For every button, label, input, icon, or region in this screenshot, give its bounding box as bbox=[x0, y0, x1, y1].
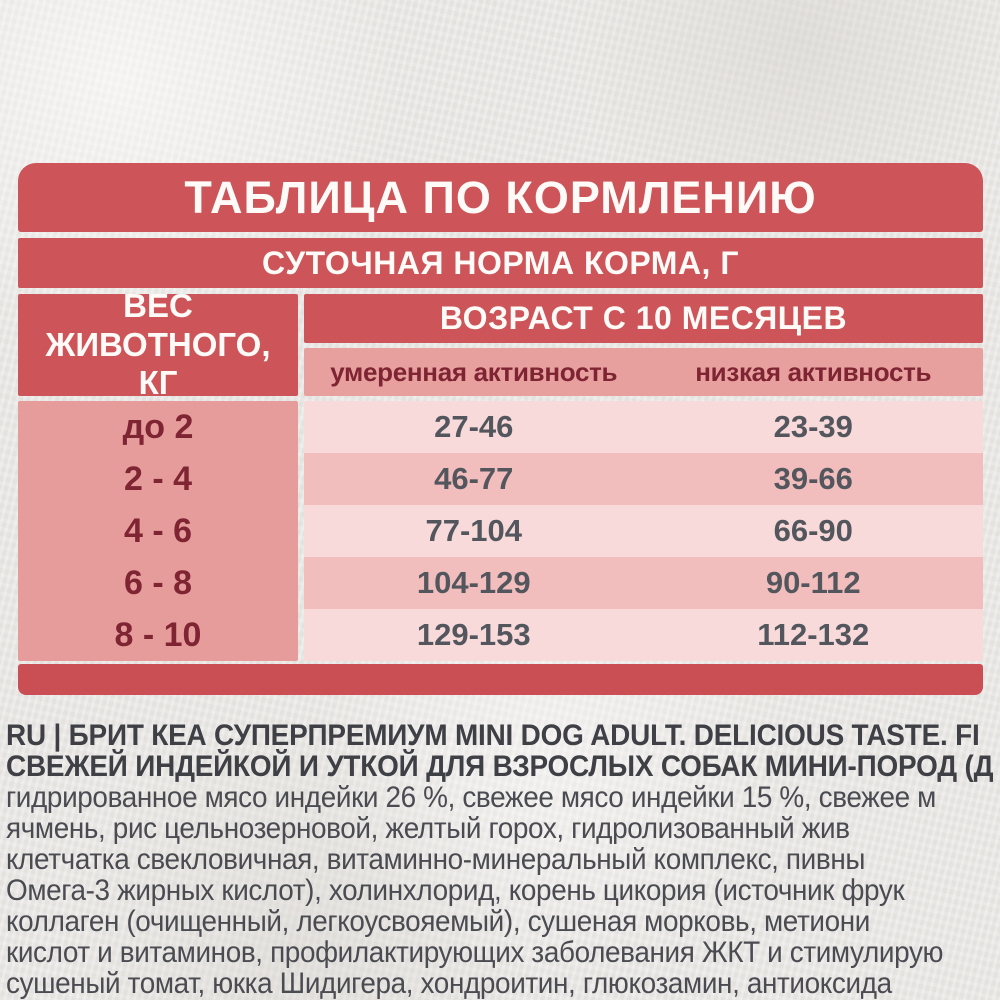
ingredients-line: коллаген (очищенный, легкоусвояемый), су… bbox=[6, 905, 870, 938]
table-row: 129-153 112-132 bbox=[304, 609, 983, 661]
table-body: до 2 2 - 4 4 - 6 6 - 8 8 - 10 27-46 23-3… bbox=[18, 401, 983, 661]
product-name-line: СВЕЖЕЙ ИНДЕЙКОЙ И УТКОЙ ДЛЯ ВЗРОСЛЫХ СОБ… bbox=[6, 750, 994, 783]
feeding-table: ТАБЛИЦА ПО КОРМЛЕНИЮ СУТОЧНАЯ НОРМА КОРМ… bbox=[18, 163, 983, 695]
low-activity-value: 112-132 bbox=[757, 617, 870, 652]
table-footer-bar bbox=[18, 664, 983, 695]
ingredients-text-block: RU | БРИТ КЕА СУПЕРПРЕМИУМ MINI DOG ADUL… bbox=[6, 720, 1000, 999]
ingredients-line: клетчатка свекловичная, витаминно-минера… bbox=[6, 843, 866, 876]
weight-column-header: ВЕС ЖИВОТНОГО, КГ bbox=[18, 287, 298, 401]
feeding-table-title: ТАБЛИЦА ПО КОРМЛЕНИЮ bbox=[18, 163, 983, 232]
moderate-activity-value: 27-46 bbox=[434, 409, 514, 444]
age-header: ВОЗРАСТ С 10 МЕСЯЦЕВ bbox=[304, 294, 983, 343]
age-header-group: ВОЗРАСТ С 10 МЕСЯЦЕВ умеренная активност… bbox=[304, 294, 983, 396]
weight-label: 2 - 4 bbox=[123, 460, 193, 498]
weight-label: 4 - 6 bbox=[123, 512, 193, 550]
moderate-activity-value: 104-129 bbox=[416, 565, 531, 600]
weight-column: до 2 2 - 4 4 - 6 6 - 8 8 - 10 bbox=[18, 401, 298, 661]
moderate-activity-value: 129-153 bbox=[416, 617, 531, 652]
low-activity-value: 66-90 bbox=[773, 513, 853, 548]
weight-label: до 2 bbox=[122, 408, 194, 446]
table-header-row: ВЕС ЖИВОТНОГО, КГ ВОЗРАСТ С 10 МЕСЯЦЕВ у… bbox=[18, 287, 983, 401]
ingredients-line: гидрированное мясо индейки 26 %, свежее … bbox=[6, 781, 936, 814]
activity-subheader-row: умеренная активность низкая активность bbox=[304, 348, 983, 396]
weight-label: 8 - 10 bbox=[114, 616, 202, 654]
daily-portion-subtitle: СУТОЧНАЯ НОРМА КОРМА, Г bbox=[18, 238, 983, 288]
table-row: 46-77 39-66 bbox=[304, 453, 983, 505]
ingredients-line: ячмень, рис цельнозерновой, желтый горох… bbox=[6, 812, 850, 845]
moderate-activity-column-header: умеренная активность bbox=[330, 356, 618, 387]
low-activity-value: 39-66 bbox=[773, 461, 853, 496]
portion-rows: 27-46 23-39 46-77 39-66 77-104 66-90 104… bbox=[304, 401, 983, 661]
low-activity-value: 90-112 bbox=[765, 565, 861, 600]
table-row: 104-129 90-112 bbox=[304, 557, 983, 609]
weight-label: 6 - 8 bbox=[123, 564, 193, 602]
ingredients-line: Омега-3 жирных кислот), холинхлорид, кор… bbox=[6, 874, 905, 907]
low-activity-column-header: низкая активность bbox=[695, 356, 932, 387]
ingredients-line: кислот и витаминов, профилактирующих заб… bbox=[6, 936, 944, 969]
weight-column-header-label: ВЕС ЖИВОТНОГО, КГ bbox=[45, 286, 271, 402]
moderate-activity-value: 46-77 bbox=[434, 461, 514, 496]
product-name-line: RU | БРИТ КЕА СУПЕРПРЕМИУМ MINI DOG ADUL… bbox=[6, 719, 980, 752]
low-activity-value: 23-39 bbox=[773, 409, 853, 444]
table-row: 77-104 66-90 bbox=[304, 505, 983, 557]
moderate-activity-value: 77-104 bbox=[425, 513, 523, 548]
table-row: 27-46 23-39 bbox=[304, 401, 983, 453]
ingredients-line: сушеный томат, юкка Шидигера, хондроитин… bbox=[6, 967, 892, 1000]
